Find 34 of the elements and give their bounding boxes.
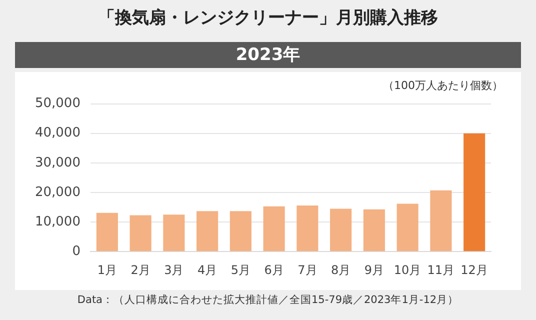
x-tick-label: 2月	[130, 262, 150, 277]
y-tick-label: 40,000	[34, 126, 80, 141]
chart-subtitle: 2023年	[15, 42, 521, 68]
x-tick-label: 5月	[230, 262, 250, 277]
text: Data：（人口構成に合わせた拡大推計値／全国15-79歳／2023年1月-12月）	[76, 293, 460, 307]
x-tick-label: 3月	[164, 262, 184, 277]
x-tick-label: 7月	[298, 262, 318, 277]
bar	[296, 205, 318, 252]
bar	[464, 133, 486, 252]
y-tick-label: 50,000	[34, 96, 80, 112]
y-tick-label: 10,000	[34, 214, 80, 230]
x-tick-label: 4月	[197, 262, 218, 277]
bar	[430, 190, 452, 252]
x-tick-label: 9月	[364, 262, 384, 277]
bar	[196, 211, 218, 252]
bar	[96, 212, 118, 252]
y-axis-title: （100万人あたり個数）	[383, 78, 503, 93]
bar	[163, 214, 185, 252]
bar	[263, 206, 285, 252]
bar	[396, 204, 418, 252]
bar	[363, 209, 385, 252]
y-tick-label: 0	[72, 244, 80, 259]
y-tick-label: 30,000	[34, 155, 80, 170]
x-tick-label: 6月	[264, 262, 284, 277]
bar	[230, 211, 252, 252]
chart-title: 「換気扇・レンジクリーナー」月別購入推移	[97, 7, 439, 29]
bar	[330, 208, 352, 252]
x-tick-label: 10月	[394, 262, 422, 277]
x-tick-label: 8月	[330, 262, 351, 277]
x-tick-label: 11月	[427, 262, 455, 277]
bar	[130, 215, 152, 252]
y-tick-label: 20,000	[34, 184, 80, 200]
x-tick-label: 12月	[460, 262, 488, 277]
x-tick-label: 1月	[97, 262, 117, 277]
